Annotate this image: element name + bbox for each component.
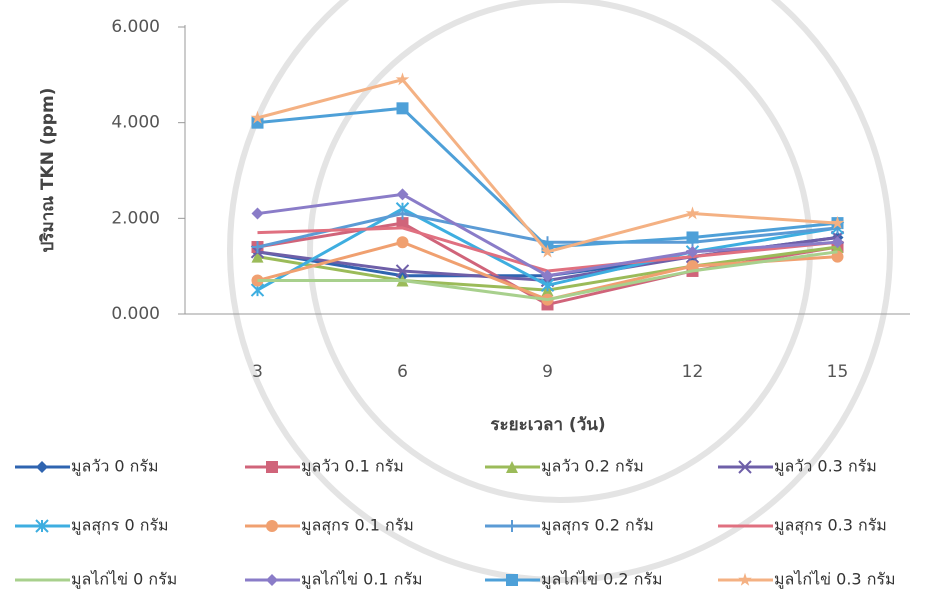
marker — [35, 519, 49, 533]
x-tick-label: 3 — [252, 362, 263, 382]
series — [251, 188, 844, 282]
series — [250, 72, 845, 258]
legend-text: มูลไก่ไข่ 0 กรัม — [71, 570, 177, 590]
marker — [395, 72, 410, 86]
marker — [830, 215, 845, 229]
marker — [685, 206, 700, 220]
legend-item: มูลไก่ไข่ 0.1 กรัม — [245, 570, 423, 590]
legend-item: มูลสุกร 0.2 กรัม — [485, 516, 654, 536]
x-tick-label: 9 — [542, 362, 553, 382]
marker — [251, 207, 264, 220]
marker — [506, 574, 518, 586]
marker — [738, 460, 752, 474]
watermark — [227, 0, 893, 583]
legend-text: มูลสุกร 0 กรัม — [71, 516, 169, 536]
marker — [251, 116, 264, 129]
marker — [36, 461, 48, 473]
marker — [738, 572, 752, 586]
legend-text: มูลสุกร 0.3 กรัม — [774, 516, 887, 536]
legend-text: มูลวัว 0.3 กรัม — [774, 457, 877, 477]
y-tick-label: 0.000 — [111, 304, 160, 324]
marker — [540, 244, 555, 258]
marker — [396, 188, 409, 201]
legend-item: มูลวัว 0.3 กรัม — [718, 457, 877, 477]
legend-item: มูลสุกร 0.1 กรัม — [245, 516, 414, 536]
x-axis-title: ระยะเวลา (วัน) — [490, 415, 605, 435]
legend-item: มูลไก่ไข่ 0.3 กรัม — [718, 570, 896, 590]
marker — [396, 236, 409, 249]
marker — [251, 241, 264, 254]
marker — [396, 217, 409, 230]
marker — [506, 520, 518, 532]
marker — [266, 461, 278, 473]
marker — [251, 250, 264, 263]
marker — [396, 207, 409, 220]
legend-item: มูลสุกร 0 กรัม — [15, 516, 169, 536]
legend-item: มูลไก่ไข่ 0 กรัม — [15, 570, 177, 590]
legend-item: มูลวัว 0 กรัม — [15, 457, 159, 477]
legend-text: มูลวัว 0.2 กรัม — [541, 457, 644, 477]
y-tick-label: 2.000 — [111, 208, 160, 228]
marker — [831, 236, 844, 249]
marker — [395, 264, 410, 278]
series-line — [257, 250, 838, 302]
marker — [506, 461, 518, 473]
marker — [266, 520, 278, 532]
marker — [250, 110, 265, 124]
legend-text: มูลไก่ไข่ 0.3 กรัม — [774, 570, 896, 590]
legend-item: มูลสุกร 0.3 กรัม — [718, 516, 887, 536]
legend-text: มูลวัว 0.1 กรัม — [301, 457, 404, 477]
legend-text: มูลไก่ไข่ 0.1 กรัม — [301, 570, 423, 590]
x-tick-label: 15 — [827, 362, 849, 382]
y-tick-label: 4.000 — [111, 113, 160, 133]
marker — [396, 102, 409, 115]
marker — [686, 245, 699, 258]
marker — [266, 574, 278, 586]
x-tick-label: 12 — [682, 362, 704, 382]
series — [257, 250, 838, 302]
y-tick-label: 6.000 — [111, 17, 160, 37]
legend-text: มูลสุกร 0.1 กรัม — [301, 516, 414, 536]
x-tick-label: 6 — [397, 362, 408, 382]
y-axis-title: ปริมาณ TKN (ppm) — [38, 88, 58, 253]
legend-item: มูลวัว 0.2 กรัม — [485, 457, 644, 477]
legend-text: มูลไก่ไข่ 0.2 กรัม — [541, 570, 663, 590]
marker — [541, 269, 554, 282]
marker — [686, 231, 699, 244]
legend-text: มูลสุกร 0.2 กรัม — [541, 516, 654, 536]
legend-item: มูลไก่ไข่ 0.2 กรัม — [485, 570, 663, 590]
legend-item: มูลวัว 0.1 กรัม — [245, 457, 404, 477]
legend-text: มูลวัว 0 กรัม — [71, 457, 159, 477]
